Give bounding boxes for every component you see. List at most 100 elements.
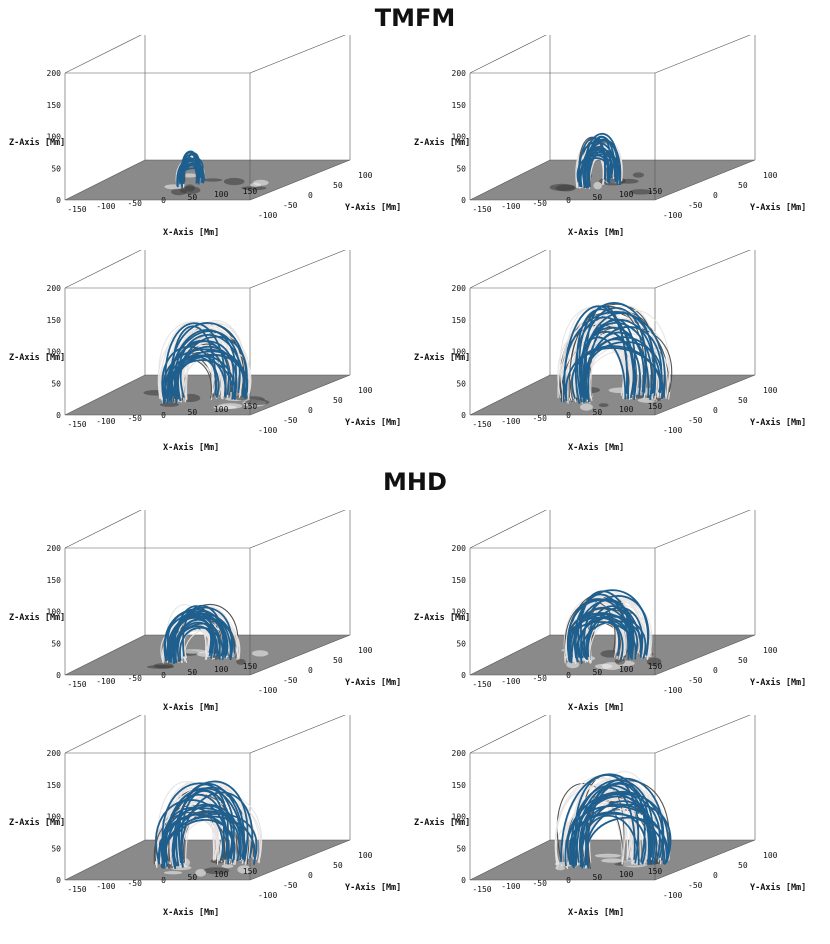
magnetogram-spot	[237, 865, 252, 874]
x-tick-label: 150	[648, 662, 663, 671]
x-tick-label: -100	[501, 202, 520, 211]
field-line-render: 200 150 100 50 0 Z-Axis [Mm] -150 -100 -50 0 50 100…	[414, 510, 806, 713]
z-tick-label: 150	[47, 576, 62, 585]
magnetogram-spot	[202, 178, 223, 182]
z-tick-label: 100	[47, 608, 62, 617]
z-tick-label: 150	[452, 316, 467, 325]
y-tick-label: -50	[283, 416, 298, 425]
magnetogram-spot	[163, 870, 183, 875]
x-tick-label: -50	[127, 879, 142, 888]
field-line-render: 200 150 100 50 0 Z-Axis [Mm] -150 -100 -50 0 50 100…	[414, 250, 806, 453]
x-tick-label: 150	[243, 867, 258, 876]
y-tick-label: 50	[738, 181, 748, 190]
magnetogram-spot	[637, 397, 658, 403]
x-tick-label: -50	[127, 414, 142, 423]
field-line-panel-tmfm-middle-right: 200 150 100 50 0 Z-Axis [Mm] -150 -100 -50 0 50 100…	[410, 250, 825, 475]
y-tick-label: 100	[763, 851, 778, 860]
bounding-box-edge	[654, 715, 751, 754]
bounding-box-edge	[469, 510, 547, 549]
y-axis-label: Y-Axis [Mm]	[750, 417, 806, 428]
magnetogram-spot	[164, 184, 184, 190]
x-tick-label: -100	[96, 202, 115, 211]
bounding-box-edge	[249, 715, 346, 754]
x-tick-label: 50	[593, 668, 603, 677]
bounding-box-edge	[469, 35, 547, 74]
x-tick-label: 0	[566, 671, 571, 680]
z-tick-label: 50	[51, 844, 61, 853]
z-tick-label: 100	[452, 133, 467, 142]
magnetogram-spot	[629, 189, 653, 195]
x-tick-label: 50	[188, 193, 198, 202]
x-tick-label: -150	[472, 205, 491, 214]
bounding-box-edge	[469, 715, 547, 754]
field-line	[564, 791, 664, 867]
y-tick-label: -50	[283, 676, 298, 685]
field-line	[582, 336, 661, 403]
field-line	[176, 621, 216, 663]
x-tick-label: -50	[127, 674, 142, 683]
y-tick-label: 100	[358, 171, 373, 180]
z-axis-label: Z-Axis [Mm]	[414, 137, 470, 148]
x-tick-label: -100	[96, 882, 115, 891]
magnetogram-spot	[203, 867, 230, 875]
x-tick-label: 0	[161, 671, 166, 680]
x-tick-label: 0	[161, 876, 166, 885]
x-tick-label: -150	[67, 205, 86, 214]
field-line	[582, 312, 656, 402]
field-line	[158, 813, 235, 865]
y-axis-label: Y-Axis [Mm]	[345, 417, 401, 428]
axis-annotations: 200 150 100 50 0 Z-Axis [Mm] -150 -100 -50 0 50 100…	[414, 544, 806, 713]
magnetogram-spot	[249, 182, 262, 188]
x-tick-label: 100	[619, 665, 634, 674]
field-line	[575, 617, 630, 663]
z-tick-label: 150	[47, 316, 62, 325]
y-tick-label: 50	[333, 656, 343, 665]
x-tick-label: -100	[501, 417, 520, 426]
axis-annotations: 200 150 100 50 0 Z-Axis [Mm] -150 -100 -50 0 50 100…	[9, 284, 401, 453]
z-tick-label: 100	[47, 133, 62, 142]
x-tick-label: -100	[96, 417, 115, 426]
field-line-panel-tmfm-middle-left: 200 150 100 50 0 Z-Axis [Mm] -150 -100 -50 0 50 100…	[5, 250, 420, 475]
x-tick-label: 50	[188, 668, 198, 677]
field-line	[180, 790, 225, 864]
x-tick-label: 50	[188, 408, 198, 417]
x-tick-label: 150	[243, 662, 258, 671]
field-line	[169, 329, 237, 401]
field-line-render: 200 150 100 50 0 Z-Axis [Mm] -150 -100 -50 0 50 100…	[414, 35, 806, 238]
y-axis-label: Y-Axis [Mm]	[345, 882, 401, 893]
z-tick-label: 100	[452, 348, 467, 357]
x-tick-label: 50	[593, 873, 603, 882]
magnetogram-spot	[245, 399, 270, 406]
axis-annotations: 200 150 100 50 0 Z-Axis [Mm] -150 -100 -50 0 50 100…	[414, 69, 806, 238]
bounding-box-edge	[654, 250, 751, 289]
field-line	[588, 135, 612, 184]
magnetogram-spot	[184, 184, 195, 192]
x-axis-label: X-Axis [Mm]	[163, 227, 219, 238]
y-tick-label: 0	[308, 666, 313, 675]
x-tick-label: -50	[532, 879, 547, 888]
field-line	[585, 606, 644, 660]
z-tick-label: 200	[452, 544, 467, 553]
y-tick-label: -50	[283, 201, 298, 210]
x-tick-label: -50	[532, 199, 547, 208]
x-tick-label: -150	[67, 680, 86, 689]
y-tick-label: 100	[763, 171, 778, 180]
bounding-box-edge	[469, 250, 547, 289]
y-tick-label: 0	[713, 406, 718, 415]
z-tick-label: 0	[461, 196, 466, 205]
x-tick-label: -100	[501, 677, 520, 686]
bounding-box-edge	[654, 35, 751, 74]
field-line	[174, 618, 219, 660]
bounding-box-edge	[64, 715, 142, 754]
y-tick-label: -100	[258, 211, 277, 220]
x-tick-label: -150	[67, 885, 86, 894]
x-tick-label: -100	[96, 677, 115, 686]
z-axis-label: Z-Axis [Mm]	[9, 817, 65, 828]
z-tick-label: 0	[461, 876, 466, 885]
y-tick-label: -100	[258, 686, 277, 695]
bounding-box-edge	[64, 510, 142, 549]
field-line	[158, 811, 245, 863]
y-tick-label: -100	[663, 686, 682, 695]
x-axis-label: X-Axis [Mm]	[568, 442, 624, 453]
y-tick-label: -50	[283, 881, 298, 890]
